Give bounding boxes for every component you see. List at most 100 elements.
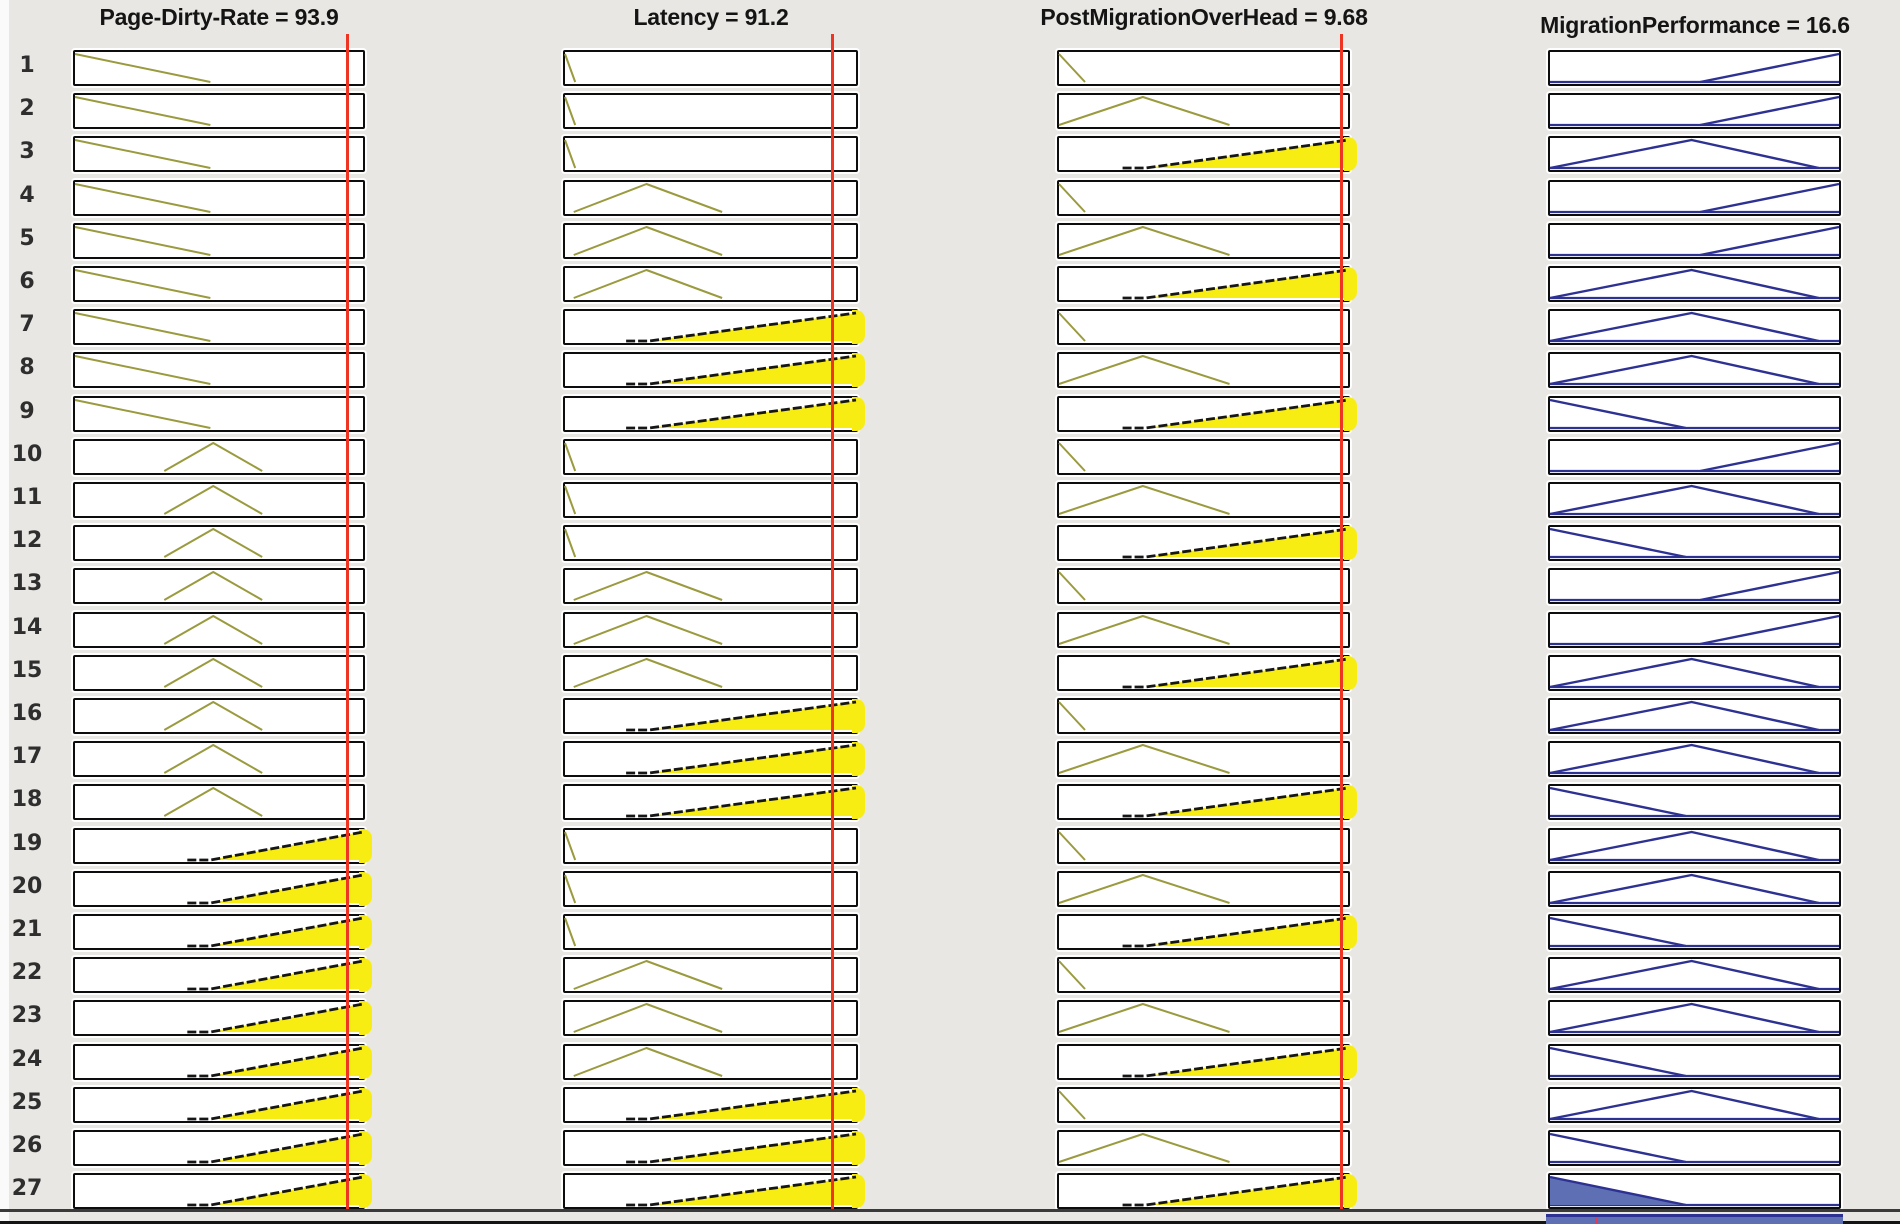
mf-cell-pmo-med[interactable]: [1057, 482, 1350, 518]
mf-cell-pdr-low[interactable]: [73, 395, 365, 432]
rule-number[interactable]: 10: [11, 441, 43, 467]
mf-cell-pmo-high[interactable]: [1057, 395, 1357, 432]
mf-cell-lat-low[interactable]: [563, 525, 858, 562]
mf-cell-pmo-high[interactable]: [1057, 654, 1357, 691]
mf-cell-pdr-low[interactable]: [73, 266, 365, 302]
rule-number[interactable]: 13: [11, 571, 43, 597]
mf-cell-pdr-low[interactable]: [73, 93, 365, 130]
mf-cell-out-high[interactable]: [1548, 611, 1841, 648]
rule-number[interactable]: 9: [19, 398, 35, 424]
mf-cell-lat-med[interactable]: [563, 611, 858, 648]
rule-number[interactable]: 1: [19, 53, 35, 78]
mf-cell-out-med[interactable]: [1548, 1086, 1841, 1123]
mf-cell-out-high[interactable]: [1548, 93, 1841, 130]
mf-cell-pdr-low[interactable]: [73, 50, 365, 86]
mf-cell-pdr-low[interactable]: [73, 179, 365, 216]
mf-cell-pdr-high[interactable]: [73, 1173, 372, 1210]
rule-number[interactable]: 14: [11, 614, 43, 640]
mf-cell-out-med[interactable]: [1548, 352, 1841, 389]
rule-number[interactable]: 3: [19, 139, 35, 165]
mf-cell-out-med[interactable]: [1548, 1000, 1841, 1037]
mf-cell-lat-low[interactable]: [563, 482, 858, 518]
rule-number[interactable]: 7: [19, 312, 35, 338]
mf-cell-lat-low[interactable]: [563, 870, 858, 907]
mf-cell-pdr-med[interactable]: [73, 698, 365, 734]
mf-cell-pdr-low[interactable]: [73, 352, 365, 389]
mf-cell-pmo-med[interactable]: [1057, 93, 1350, 130]
mf-cell-lat-med[interactable]: [563, 222, 858, 259]
mf-cell-pmo-med[interactable]: [1057, 352, 1350, 389]
mf-cell-lat-high[interactable]: [563, 352, 865, 389]
mf-cell-out-low[interactable]: [1548, 525, 1841, 562]
mf-cell-pmo-high[interactable]: [1057, 266, 1357, 302]
mf-cell-out-med[interactable]: [1548, 482, 1841, 518]
mf-cell-pmo-high[interactable]: [1057, 784, 1357, 821]
mf-cell-lat-high[interactable]: [563, 309, 865, 346]
mf-cell-pdr-low[interactable]: [73, 309, 365, 346]
mf-cell-out-low[interactable]: [1548, 1173, 1841, 1210]
mf-cell-pdr-high[interactable]: [73, 870, 372, 907]
mf-cell-pmo-high[interactable]: [1057, 914, 1357, 950]
mf-cell-pmo-high[interactable]: [1057, 1043, 1357, 1080]
rule-number[interactable]: 25: [11, 1089, 43, 1115]
mf-cell-pmo-med[interactable]: [1057, 741, 1350, 778]
mf-cell-pmo-med[interactable]: [1057, 611, 1350, 648]
mf-cell-pdr-med[interactable]: [73, 438, 365, 475]
mf-cell-pdr-med[interactable]: [73, 611, 365, 648]
mf-cell-lat-low[interactable]: [563, 827, 858, 864]
mf-cell-pdr-high[interactable]: [73, 1086, 372, 1123]
mf-cell-pdr-med[interactable]: [73, 568, 365, 605]
mf-cell-pmo-high[interactable]: [1057, 136, 1357, 173]
input-value-line-PostMigrationOverHead[interactable]: [1340, 34, 1343, 1209]
mf-cell-lat-high[interactable]: [563, 395, 865, 432]
rule-number[interactable]: 16: [11, 701, 43, 726]
mf-cell-lat-low[interactable]: [563, 93, 858, 130]
mf-cell-lat-low[interactable]: [563, 136, 858, 173]
mf-cell-lat-med[interactable]: [563, 568, 858, 605]
mf-cell-pdr-high[interactable]: [73, 914, 372, 950]
mf-cell-lat-med[interactable]: [563, 654, 858, 691]
mf-cell-out-med[interactable]: [1548, 741, 1841, 778]
mf-cell-out-med[interactable]: [1548, 136, 1841, 173]
mf-cell-pdr-med[interactable]: [73, 741, 365, 778]
rule-number[interactable]: 11: [11, 485, 43, 510]
mf-cell-out-med[interactable]: [1548, 266, 1841, 302]
mf-cell-out-med[interactable]: [1548, 698, 1841, 734]
mf-cell-pdr-high[interactable]: [73, 1130, 372, 1166]
mf-cell-lat-med[interactable]: [563, 179, 858, 216]
mf-cell-lat-low[interactable]: [563, 914, 858, 950]
mf-cell-pmo-high[interactable]: [1057, 1173, 1357, 1210]
mf-cell-out-med[interactable]: [1548, 654, 1841, 691]
mf-cell-lat-med[interactable]: [563, 1043, 858, 1080]
mf-cell-pdr-med[interactable]: [73, 482, 365, 518]
mf-cell-lat-high[interactable]: [563, 1086, 865, 1123]
mf-cell-out-med[interactable]: [1548, 827, 1841, 864]
rule-number[interactable]: 6: [19, 269, 35, 294]
rule-number[interactable]: 12: [11, 528, 43, 554]
mf-cell-pmo-med[interactable]: [1057, 1130, 1350, 1166]
rule-number[interactable]: 15: [11, 657, 43, 683]
input-value-line-Page-Dirty-Rate[interactable]: [346, 34, 349, 1209]
rule-number[interactable]: 26: [11, 1133, 43, 1158]
mf-cell-lat-high[interactable]: [563, 698, 865, 734]
rule-number[interactable]: 18: [11, 787, 43, 813]
rule-number[interactable]: 19: [11, 830, 43, 856]
mf-cell-pmo-low[interactable]: [1057, 827, 1350, 864]
rule-number[interactable]: 20: [11, 873, 43, 899]
mf-cell-out-high[interactable]: [1548, 179, 1841, 216]
mf-cell-lat-high[interactable]: [563, 1130, 865, 1166]
mf-cell-pdr-low[interactable]: [73, 222, 365, 259]
mf-cell-lat-med[interactable]: [563, 266, 858, 302]
mf-cell-lat-low[interactable]: [563, 438, 858, 475]
rule-number[interactable]: 24: [11, 1046, 43, 1072]
rule-number[interactable]: 21: [11, 917, 43, 942]
mf-cell-pmo-high[interactable]: [1057, 525, 1357, 562]
mf-cell-lat-high[interactable]: [563, 741, 865, 778]
mf-cell-pmo-low[interactable]: [1057, 179, 1350, 216]
rule-number[interactable]: 4: [19, 182, 35, 208]
mf-cell-lat-low[interactable]: [563, 50, 858, 86]
rule-number[interactable]: 23: [11, 1003, 43, 1029]
input-value-line-Latency[interactable]: [831, 34, 834, 1209]
mf-cell-pdr-med[interactable]: [73, 784, 365, 821]
mf-cell-pdr-med[interactable]: [73, 525, 365, 562]
